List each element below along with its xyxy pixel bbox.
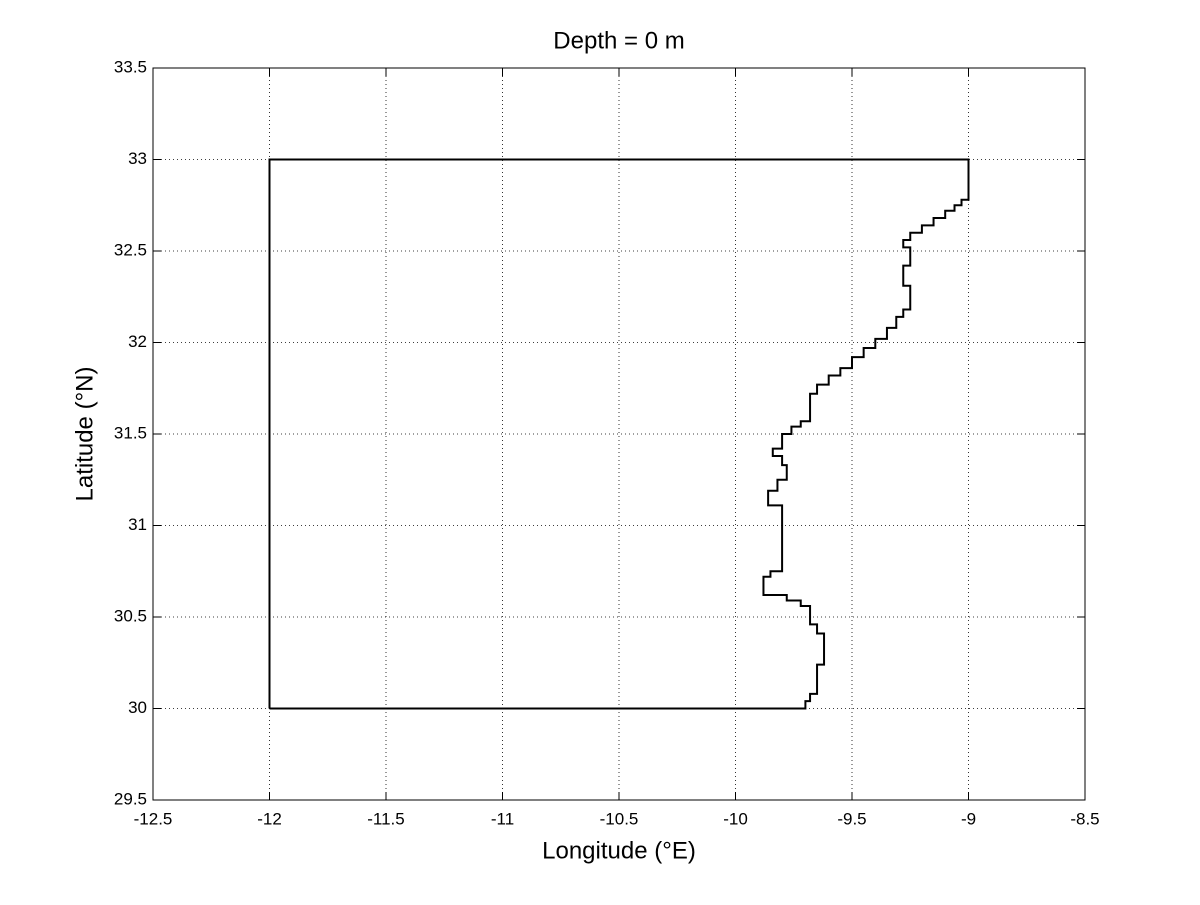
y-tick-label: 31 [128, 515, 147, 534]
boundary-line [268, 158, 970, 710]
x-tick-label: -8.5 [1070, 809, 1099, 828]
x-tick-label: -12 [257, 809, 282, 828]
x-tick-label: -11 [491, 809, 514, 828]
x-tick-label: -12.5 [134, 809, 173, 828]
x-tick-label: -9.5 [837, 809, 866, 828]
y-axis-label: Latitude (°N) [71, 367, 98, 502]
y-tick-label: 32.5 [114, 240, 147, 259]
x-tick-label: -9 [961, 809, 976, 828]
y-tick-label: 30.5 [114, 606, 147, 625]
x-tick-label: -10.5 [600, 809, 639, 828]
y-tick-label: 31.5 [114, 423, 147, 442]
x-tick-label: -11.5 [367, 809, 405, 828]
y-tick-label: 33 [128, 149, 147, 168]
y-tick-label: 30 [128, 698, 147, 717]
y-tick-label: 29.5 [114, 789, 147, 808]
y-tick-label: 33.5 [114, 57, 147, 76]
chart-title: Depth = 0 m [553, 27, 684, 54]
x-tick-label: -10 [723, 809, 748, 828]
y-tick-label: 32 [128, 332, 147, 351]
x-axis-label: Longitude (°E) [542, 837, 696, 864]
